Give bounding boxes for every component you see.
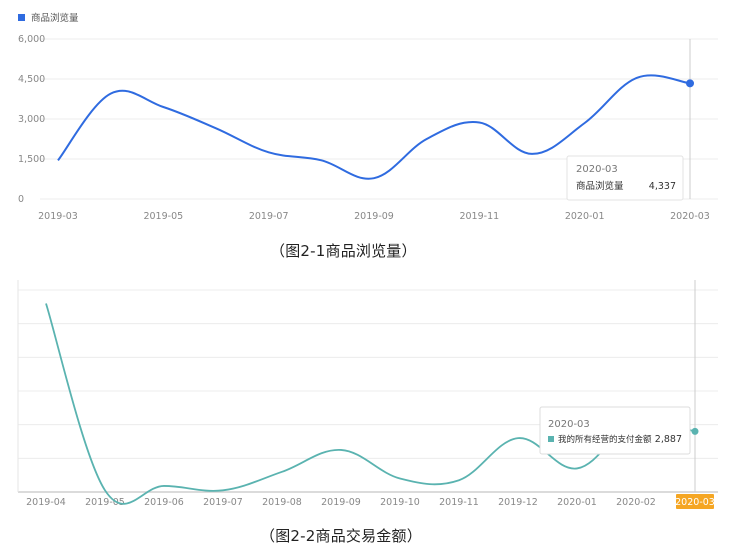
- tooltip-value: 4,337: [649, 181, 676, 192]
- tooltip-label: 我的所有经营的支付金额: [558, 434, 652, 445]
- caption-chart-2: （图2-2商品交易金额）: [260, 527, 422, 545]
- tooltip-title: 2020-03: [548, 419, 590, 430]
- legend-swatch: [18, 14, 25, 21]
- legend-label[interactable]: 商品浏览量: [31, 12, 79, 24]
- x-tick-label: 2019-05: [85, 497, 125, 508]
- x-tick-label: 2019-05: [143, 211, 183, 222]
- x-tick-label: 2019-08: [262, 497, 302, 508]
- tooltip-label: 商品浏览量: [576, 180, 624, 192]
- x-tick-label: 2019-07: [249, 211, 289, 222]
- y-tick-label: 3,000: [18, 114, 45, 125]
- tooltip: 2020-03 我的所有经营的支付金额 2,887: [539, 406, 691, 455]
- hover-point[interactable]: [686, 79, 694, 88]
- tooltip-title: 2020-03: [576, 164, 618, 175]
- x-tick-label: 2019-10: [380, 497, 420, 508]
- tooltip-value: 2,887: [655, 434, 682, 445]
- x-tick-label: 2020-03: [670, 211, 710, 222]
- x-tick-label: 2019-07: [203, 497, 243, 508]
- y-tick-label: 1,500: [18, 154, 45, 165]
- x-tick-label: 2019-03: [38, 211, 78, 222]
- y-tick-label: 4,500: [18, 74, 45, 85]
- x-tick-label: 2019-09: [354, 211, 394, 222]
- chart-transaction-amount: 2019-04 2019-05 2019-06 2019-07 2019-08 2019-…: [17, 280, 718, 509]
- caption-chart-1: （图2-1商品浏览量）: [270, 242, 417, 260]
- chart-page-views: 商品浏览量 0 1,500 3,000 4,500 6,000 2019-03 2019-…: [18, 12, 718, 222]
- x-tick-label: 2020-01: [565, 211, 605, 222]
- x-tick-label: 2019-11: [439, 497, 479, 508]
- hover-point[interactable]: [691, 427, 699, 435]
- tooltip: 2020-03 商品浏览量 4,337: [566, 155, 684, 201]
- y-tick-label: 0: [18, 194, 24, 205]
- x-tick-label: 2019-06: [144, 497, 184, 508]
- x-tick-label: 2019-09: [321, 497, 361, 508]
- series-line-amount: [45, 303, 696, 505]
- tooltip-swatch: [548, 436, 554, 442]
- x-tick-label: 2020-01: [557, 497, 597, 508]
- x-tick-label: 2019-04: [26, 497, 66, 508]
- x-tick-label: 2020-03: [675, 497, 715, 508]
- x-tick-highlight: [676, 494, 714, 509]
- x-tick-label: 2019-12: [498, 497, 538, 508]
- x-tick-label: 2020-02: [616, 497, 656, 508]
- series-line-page-views: [57, 74, 691, 180]
- x-tick-label: 2019-11: [459, 211, 499, 222]
- y-tick-label: 6,000: [18, 34, 45, 45]
